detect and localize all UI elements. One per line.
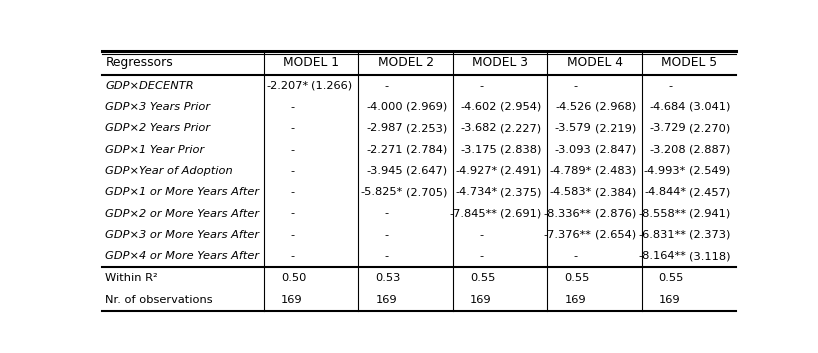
Text: (2.219): (2.219)	[595, 123, 636, 133]
Text: MODEL 1: MODEL 1	[283, 56, 339, 69]
Text: (2.491): (2.491)	[500, 166, 542, 176]
Text: GDP×DECENTR: GDP×DECENTR	[106, 80, 194, 91]
Text: -4.000: -4.000	[366, 102, 402, 112]
Text: 169: 169	[470, 295, 492, 305]
Text: -7.376**: -7.376**	[544, 230, 591, 240]
Text: -4.844*: -4.844*	[644, 187, 686, 197]
Text: (2.887): (2.887)	[689, 145, 730, 155]
Text: -2.271: -2.271	[366, 145, 402, 155]
Text: (2.784): (2.784)	[406, 145, 447, 155]
Text: -4.734*: -4.734*	[455, 187, 497, 197]
Text: MODEL 3: MODEL 3	[472, 56, 528, 69]
Text: MODEL 5: MODEL 5	[661, 56, 717, 69]
Text: 169: 169	[658, 295, 681, 305]
Text: (2.654): (2.654)	[595, 230, 636, 240]
Text: (2.375): (2.375)	[500, 187, 542, 197]
Text: Nr. of observations: Nr. of observations	[106, 295, 213, 305]
Text: (2.549): (2.549)	[689, 166, 730, 176]
Text: (2.969): (2.969)	[406, 102, 447, 112]
Text: -: -	[290, 145, 294, 155]
Text: -8.164**: -8.164**	[638, 251, 686, 261]
Text: (2.253): (2.253)	[406, 123, 447, 133]
Text: -4.583*: -4.583*	[550, 187, 591, 197]
Text: (2.483): (2.483)	[595, 166, 636, 176]
Text: 169: 169	[281, 295, 303, 305]
Text: -2.207*: -2.207*	[266, 80, 308, 91]
Text: -3.208: -3.208	[649, 145, 686, 155]
Text: -: -	[479, 230, 483, 240]
Text: 0.55: 0.55	[658, 273, 684, 283]
Text: -: -	[290, 187, 294, 197]
Text: (2.941): (2.941)	[689, 209, 730, 219]
Text: -3.093: -3.093	[555, 145, 591, 155]
Text: -8.558**: -8.558**	[638, 209, 686, 219]
Text: -4.602: -4.602	[461, 102, 497, 112]
Text: 0.50: 0.50	[281, 273, 306, 283]
Text: -: -	[668, 80, 672, 91]
Text: (2.705): (2.705)	[406, 187, 447, 197]
Text: Regressors: Regressors	[106, 56, 173, 69]
Text: (2.968): (2.968)	[595, 102, 636, 112]
Text: (2.373): (2.373)	[689, 230, 730, 240]
Text: -: -	[290, 102, 294, 112]
Text: -4.927*: -4.927*	[455, 166, 497, 176]
Text: (3.041): (3.041)	[689, 102, 730, 112]
Text: -: -	[290, 230, 294, 240]
Text: 0.55: 0.55	[564, 273, 590, 283]
Text: -6.831**: -6.831**	[638, 230, 686, 240]
Text: GDP×2 Years Prior: GDP×2 Years Prior	[106, 123, 210, 133]
Text: (1.266): (1.266)	[311, 80, 353, 91]
Text: -3.945: -3.945	[366, 166, 402, 176]
Text: (2.270): (2.270)	[689, 123, 730, 133]
Text: 0.53: 0.53	[375, 273, 401, 283]
Text: -3.579: -3.579	[555, 123, 591, 133]
Text: -: -	[290, 251, 294, 261]
Text: GDP×3 or More Years After: GDP×3 or More Years After	[106, 230, 259, 240]
Text: 169: 169	[564, 295, 586, 305]
Text: -4.684: -4.684	[649, 102, 686, 112]
Text: -: -	[479, 80, 483, 91]
Text: (2.876): (2.876)	[595, 209, 636, 219]
Text: (2.954): (2.954)	[500, 102, 542, 112]
Text: -5.825*: -5.825*	[361, 187, 402, 197]
Text: -: -	[384, 230, 389, 240]
Text: (2.847): (2.847)	[595, 145, 636, 155]
Text: GDP×1 or More Years After: GDP×1 or More Years After	[106, 187, 259, 197]
Text: (2.227): (2.227)	[500, 123, 542, 133]
Text: GDP×2 or More Years After: GDP×2 or More Years After	[106, 209, 259, 219]
Text: (2.691): (2.691)	[500, 209, 542, 219]
Text: (2.647): (2.647)	[406, 166, 447, 176]
Text: -8.336**: -8.336**	[544, 209, 591, 219]
Text: GDP×4 or More Years After: GDP×4 or More Years After	[106, 251, 259, 261]
Text: 169: 169	[375, 295, 397, 305]
Text: GDP×Year of Adoption: GDP×Year of Adoption	[106, 166, 233, 176]
Text: -: -	[384, 209, 389, 219]
Text: -: -	[384, 251, 389, 261]
Text: -: -	[479, 251, 483, 261]
Text: -4.789*: -4.789*	[550, 166, 591, 176]
Text: MODEL 2: MODEL 2	[378, 56, 434, 69]
Text: -7.845**: -7.845**	[449, 209, 497, 219]
Text: -3.175: -3.175	[461, 145, 497, 155]
Text: GDP×1 Year Prior: GDP×1 Year Prior	[106, 145, 204, 155]
Text: -4.993*: -4.993*	[644, 166, 686, 176]
Text: -: -	[290, 166, 294, 176]
Text: -: -	[290, 123, 294, 133]
Text: -: -	[290, 209, 294, 219]
Text: Within R²: Within R²	[106, 273, 158, 283]
Text: 0.55: 0.55	[470, 273, 495, 283]
Text: -3.729: -3.729	[649, 123, 686, 133]
Text: GDP×3 Years Prior: GDP×3 Years Prior	[106, 102, 210, 112]
Text: -: -	[384, 80, 389, 91]
Text: -3.682: -3.682	[461, 123, 497, 133]
Text: -: -	[573, 80, 578, 91]
Text: -2.987: -2.987	[366, 123, 402, 133]
Text: (2.457): (2.457)	[689, 187, 730, 197]
Text: -: -	[573, 251, 578, 261]
Text: (2.384): (2.384)	[595, 187, 636, 197]
Text: (3.118): (3.118)	[689, 251, 730, 261]
Text: (2.838): (2.838)	[500, 145, 542, 155]
Text: -4.526: -4.526	[555, 102, 591, 112]
Text: MODEL 4: MODEL 4	[567, 56, 622, 69]
